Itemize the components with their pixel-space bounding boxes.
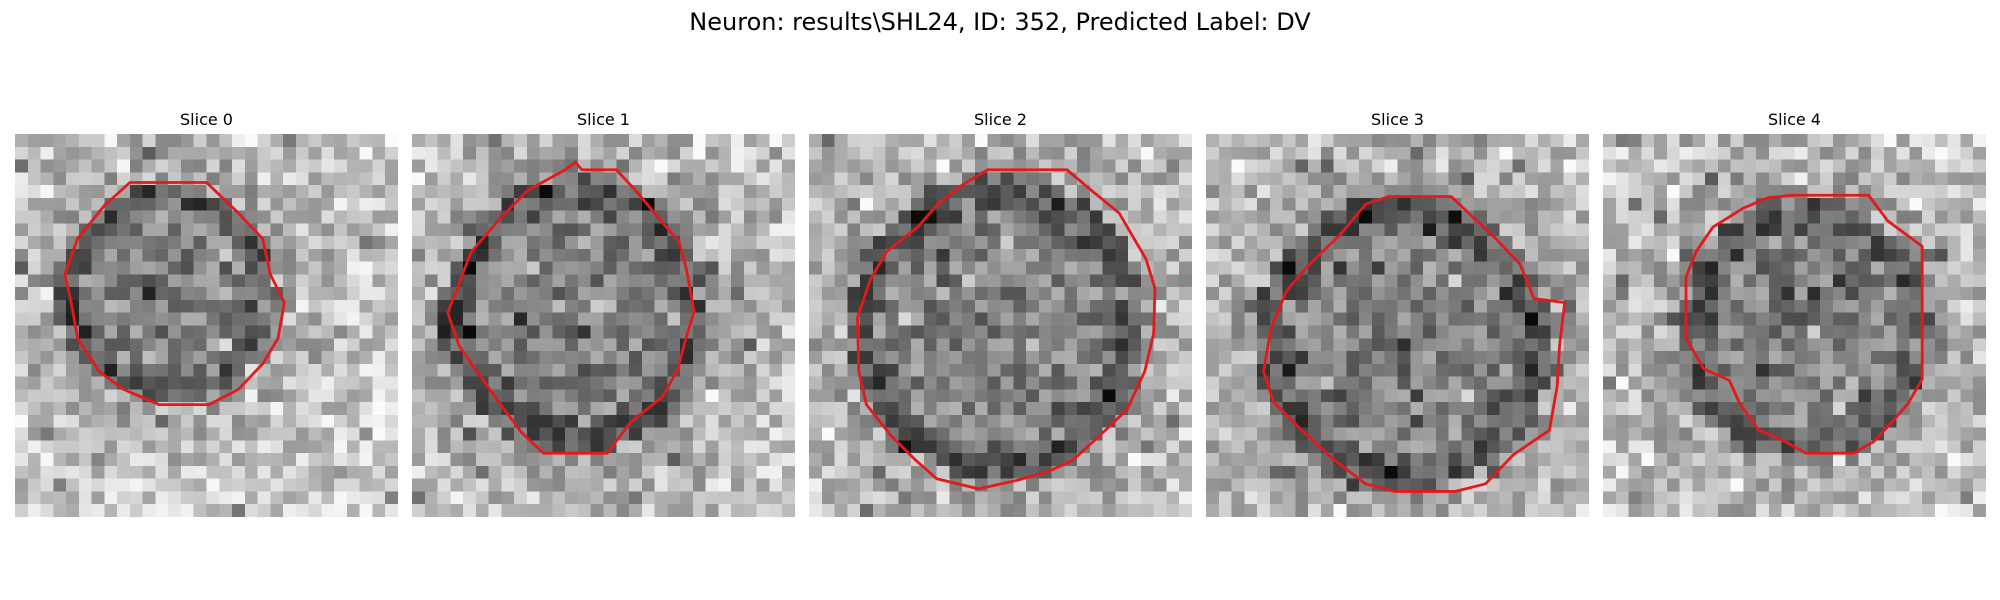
slice-image xyxy=(1603,134,1986,517)
slice-title: Slice 1 xyxy=(577,110,630,129)
segmentation-contour xyxy=(1684,193,1924,455)
figure-title: Neuron: results\SHL24, ID: 352, Predicte… xyxy=(689,8,1311,36)
slice-title: Slice 4 xyxy=(1768,110,1821,129)
segmentation-contour xyxy=(446,160,696,455)
slice-title: Slice 2 xyxy=(974,110,1027,129)
segmentation-contour xyxy=(1262,195,1567,493)
segmentation-contour xyxy=(856,168,1157,491)
segmentation-contour xyxy=(63,181,286,407)
slice-title: Slice 0 xyxy=(180,110,233,129)
slice-title: Slice 3 xyxy=(1371,110,1424,129)
slice-image xyxy=(1206,134,1589,517)
slice-image xyxy=(809,134,1192,517)
slice-image xyxy=(15,134,398,517)
slice-image xyxy=(412,134,795,517)
